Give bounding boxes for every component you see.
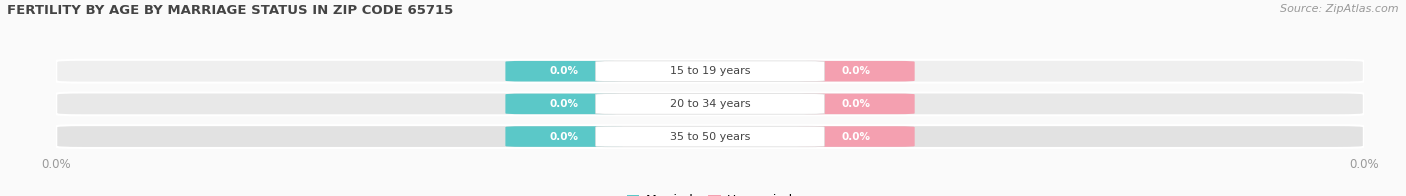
FancyBboxPatch shape xyxy=(797,94,915,114)
FancyBboxPatch shape xyxy=(797,126,915,147)
FancyBboxPatch shape xyxy=(56,60,1364,83)
Text: 0.0%: 0.0% xyxy=(841,66,870,76)
Text: 20 to 34 years: 20 to 34 years xyxy=(669,99,751,109)
FancyBboxPatch shape xyxy=(505,94,623,114)
Text: 0.0%: 0.0% xyxy=(550,99,579,109)
Text: 0.0%: 0.0% xyxy=(550,66,579,76)
Legend: Married, Unmarried: Married, Unmarried xyxy=(627,194,793,196)
FancyBboxPatch shape xyxy=(596,126,824,147)
FancyBboxPatch shape xyxy=(596,94,824,114)
FancyBboxPatch shape xyxy=(596,61,824,82)
FancyBboxPatch shape xyxy=(797,61,915,82)
FancyBboxPatch shape xyxy=(505,126,623,147)
Text: 15 to 19 years: 15 to 19 years xyxy=(669,66,751,76)
Text: 0.0%: 0.0% xyxy=(841,99,870,109)
FancyBboxPatch shape xyxy=(56,125,1364,148)
Text: 0.0%: 0.0% xyxy=(841,132,870,142)
FancyBboxPatch shape xyxy=(56,93,1364,115)
Text: Source: ZipAtlas.com: Source: ZipAtlas.com xyxy=(1281,4,1399,14)
Text: 35 to 50 years: 35 to 50 years xyxy=(669,132,751,142)
Text: FERTILITY BY AGE BY MARRIAGE STATUS IN ZIP CODE 65715: FERTILITY BY AGE BY MARRIAGE STATUS IN Z… xyxy=(7,4,453,17)
FancyBboxPatch shape xyxy=(505,61,623,82)
Text: 0.0%: 0.0% xyxy=(550,132,579,142)
